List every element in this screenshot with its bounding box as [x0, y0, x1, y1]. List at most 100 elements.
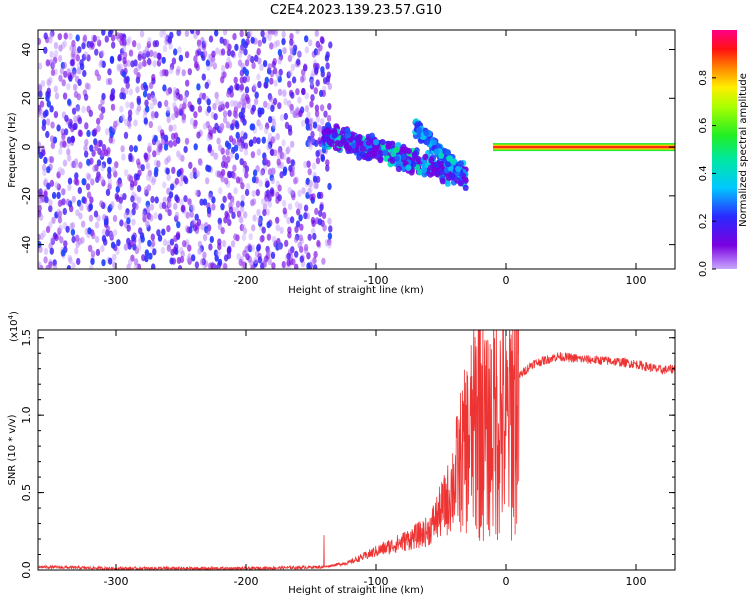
spectrogram-cell-2100	[346, 145, 352, 152]
spectrogram-cell-1108	[138, 61, 143, 70]
spectrogram-cell-1466	[89, 196, 94, 204]
spectrogram-cell-1407	[122, 57, 127, 65]
spectrogram-cell-1570	[123, 131, 129, 139]
spectrogram-cell-972	[88, 109, 94, 117]
spectrogram-cell-823	[252, 83, 257, 91]
spectrogram-cell-459	[152, 150, 157, 158]
spectrogram-cell-660	[277, 57, 282, 65]
spectrogram-cell-2106	[373, 145, 380, 152]
spectrogram-cell-323	[51, 216, 56, 224]
spectrogram-cell-712	[256, 48, 261, 56]
spectrogram-cell-529	[325, 164, 330, 172]
spectrogram-cell-799	[243, 132, 248, 140]
spectrogram-cell-1018	[48, 199, 53, 207]
spectrogram-cell-1093	[136, 185, 142, 193]
spectrogram-cell-611	[200, 223, 205, 231]
spectrogram-cell-1489	[148, 82, 154, 90]
spectrogram-cell-2037	[365, 139, 372, 146]
spectrogram-cell-1293	[327, 241, 332, 249]
spectrogram-cell-1067	[46, 100, 51, 108]
spectrogram-cell-1299	[269, 30, 275, 36]
spectrogram-cell-208	[75, 104, 81, 112]
spectrogram-cell-1266	[263, 100, 268, 108]
spectrogram-ylabel: Frequency (Hz)	[7, 112, 18, 188]
spectrogram-xtick-label: 0	[503, 274, 510, 287]
spectrogram-cell-1050	[245, 182, 251, 191]
spectrogram-cell-995	[257, 39, 262, 47]
spectrogram-cell-684	[259, 64, 264, 72]
spectrogram-cell-1316	[205, 228, 211, 236]
spectrogram-cell-72	[321, 257, 326, 265]
spectrogram-cell-639	[112, 214, 118, 223]
spectrogram-cell-2031	[373, 139, 379, 146]
spectrogram-cell-1968	[457, 180, 464, 187]
spectrogram-cell-985	[258, 123, 264, 131]
spectrogram-cell-1335	[159, 129, 165, 137]
spectrogram-cell-595	[122, 193, 127, 201]
spectrogram-cell-505	[74, 172, 79, 180]
spectrogram-cell-1161	[309, 117, 314, 125]
spectrogram-cell-652	[297, 96, 302, 104]
spectrogram-cell-1264	[271, 135, 277, 144]
spectrogram-cell-2270	[445, 149, 451, 156]
spectrogram-cell-1154	[84, 122, 89, 130]
spectrogram-cell-863	[250, 36, 255, 44]
spectrogram-cell-1396	[38, 107, 43, 115]
spectrogram-cell-1118	[67, 254, 72, 262]
spectrogram-cell-278	[286, 216, 291, 225]
spectrogram-cell-1282	[151, 73, 156, 82]
spectrogram-cell-585	[84, 138, 89, 147]
snr-ytick-label: 1.0	[20, 406, 33, 424]
spectrogram-cell-326	[303, 63, 308, 71]
spectrogram-cell-1391	[197, 97, 202, 105]
spectrogram-cell-1066	[133, 67, 138, 75]
spectrogram-cell-754	[242, 227, 248, 235]
spectrogram-cell-751	[256, 73, 261, 81]
spectrogram-cell-1143	[199, 198, 204, 206]
colorbar-tick-label: 0.6	[698, 118, 709, 134]
spectrogram-cell-967	[147, 145, 152, 153]
spectrogram-cell-1037	[129, 144, 134, 153]
spectrogram-cell-376	[233, 187, 238, 195]
snr-scale-label: (x104)	[7, 311, 20, 342]
spectrogram-cell-1556	[152, 248, 157, 256]
spectrogram-cell-910	[190, 204, 196, 213]
spectrogram-cell-410	[279, 171, 284, 179]
spectrogram-cell-805	[319, 203, 324, 212]
spectrogram-cell-1174	[71, 44, 77, 52]
spectrogram-cell-1224	[196, 189, 201, 198]
spectrogram-cell-1012	[62, 40, 68, 48]
spectrogram-cell-17	[152, 98, 158, 106]
spectrogram-cell-1004	[199, 92, 204, 100]
spectrogram-cell-694	[49, 179, 55, 187]
spectrogram-cell-1196	[56, 191, 61, 199]
spectrogram-cell-1412	[226, 90, 231, 98]
spectrogram-cell-964	[222, 30, 228, 36]
spectrogram-cell-390	[130, 254, 135, 262]
spectrogram-cell-1141	[273, 189, 279, 197]
spectrogram-cell-1016	[193, 171, 198, 180]
spectrogram-cell-1574	[73, 90, 79, 98]
spectrogram-cell-717	[89, 264, 94, 269]
spectrogram-cell-1295	[151, 263, 156, 269]
spectrogram-cell-188	[243, 211, 248, 219]
spectrogram-cell-1072	[147, 57, 152, 66]
spectrogram-cell-2284	[424, 138, 431, 145]
spectrogram-cell-1364	[108, 257, 113, 265]
spectrogram-cell-747	[49, 50, 54, 59]
spectrogram-cell-1103	[173, 132, 179, 140]
spectrogram-cell-1541	[187, 257, 192, 265]
spectrogram-cell-1493	[45, 59, 50, 67]
spectrogram-cell-2094	[385, 143, 392, 150]
snr-panel: -300 -200 -100 0 100 0.0 0.5 1.0 1.5 Height of s…	[7, 311, 676, 596]
spectrogram-cell-906	[233, 233, 238, 241]
spectrogram-cell-2114	[438, 160, 445, 168]
spectrogram-cell-1579	[167, 209, 172, 217]
spectrogram-cell-1401	[75, 54, 81, 62]
spectrogram-cell-1219	[320, 66, 325, 74]
spectrogram-cell-1311	[268, 168, 273, 176]
spectrogram-cell-701	[196, 83, 201, 91]
spectrogram-cell-1510	[107, 77, 113, 86]
spectrogram-cell-1409	[48, 32, 54, 40]
